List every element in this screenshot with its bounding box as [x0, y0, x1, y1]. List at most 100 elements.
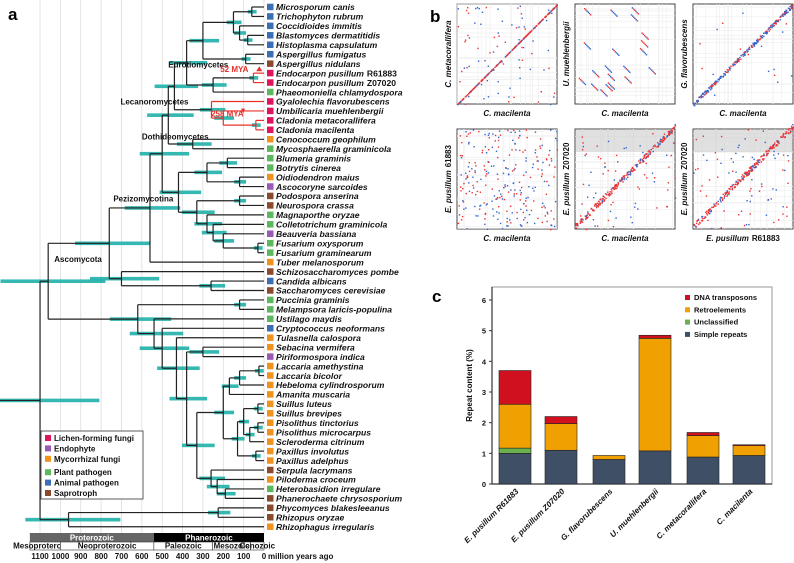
alignment-dot — [603, 199, 606, 201]
alignment-dot — [586, 44, 588, 47]
species-binomial: Scleroderma citrinum — [276, 437, 365, 447]
alignment-dot — [584, 83, 587, 86]
alignment-dot — [695, 138, 698, 141]
alignment-dot — [792, 123, 794, 126]
alignment-dot — [719, 198, 721, 200]
species-item: Endocarpon pusillum Z07020 — [267, 78, 396, 88]
species-name: Histoplasma capsulatum — [276, 40, 378, 50]
alignment-dot — [515, 193, 518, 195]
alignment-dot — [718, 78, 720, 80]
lifestyle-square-icon — [267, 438, 274, 445]
alignment-dot — [531, 52, 533, 55]
age-confidence-bar — [0, 279, 106, 284]
alignment-dot — [610, 84, 612, 87]
species-item: Botrytis cinerea — [267, 163, 341, 173]
alignment-dot — [787, 155, 789, 157]
alignment-dot — [757, 160, 759, 162]
alignment-dot — [601, 200, 603, 203]
alignment-dot — [550, 210, 552, 212]
alignment-dot — [672, 142, 675, 144]
alignment-dot — [693, 223, 695, 226]
y-tick-label: 4 — [482, 357, 487, 366]
alignment-dot — [737, 179, 739, 181]
alignment-dot — [792, 129, 794, 131]
lifestyle-square-icon — [267, 154, 274, 162]
alignment-dot — [715, 202, 718, 204]
species-binomial: Phanerochaete chrysosporium — [276, 494, 402, 504]
alignment-dot — [537, 101, 540, 103]
alignment-dot — [516, 217, 518, 220]
alignment-dot — [770, 145, 772, 148]
species-binomial: Laccaria amethystina — [276, 361, 364, 371]
species-item: Puccinia graminis — [267, 295, 350, 305]
alignment-dot — [715, 203, 717, 205]
alignment-dot — [771, 26, 773, 29]
lifestyle-square-icon — [267, 249, 274, 256]
alignment-dot — [717, 81, 719, 83]
alignment-dot — [787, 182, 789, 185]
alignment-dot — [516, 211, 518, 214]
species-item: Schizosaccharomyces pombe — [267, 267, 399, 277]
alignment-dot — [749, 167, 752, 170]
alignment-dot — [468, 95, 470, 98]
alignment-dot — [701, 67, 703, 70]
era-label: Mesozoic — [214, 542, 251, 551]
alignment-dot — [477, 83, 479, 86]
alignment-dot — [616, 15, 618, 17]
alignment-dot — [614, 185, 616, 188]
species-item: Pisolithus tinctorius — [267, 418, 359, 428]
bar-segment-dna-transposons — [686, 432, 720, 436]
lifestyle-square-icon — [267, 32, 274, 39]
alignment-dot — [602, 91, 605, 94]
alignment-dot — [771, 24, 774, 26]
alignment-dot — [522, 211, 525, 214]
divergence-annotation: 52 MYA — [220, 65, 248, 74]
time-tick-label: 1000 — [52, 552, 70, 561]
alignment-dot — [507, 129, 509, 132]
legend-swatch-icon — [45, 445, 51, 452]
lifestyle-square-icon — [267, 514, 274, 521]
alignment-dot — [709, 208, 711, 210]
alignment-dot — [728, 66, 731, 69]
alignment-dot — [501, 198, 504, 200]
alignment-dot — [495, 65, 497, 67]
alignment-dot — [702, 96, 704, 98]
time-tick-label: 800 — [94, 552, 108, 561]
dotplot-y-label: E. pusillumZ07020 — [680, 142, 689, 215]
alignment-dot — [633, 16, 635, 18]
alignment-dot — [525, 200, 527, 202]
age-confidence-bar — [214, 410, 235, 415]
alignment-dot — [506, 217, 508, 220]
species-name: Aspergillus nidulans — [275, 59, 361, 69]
age-confidence-bar — [169, 396, 208, 401]
alignment-dot — [553, 218, 555, 220]
lifestyle-square-icon — [267, 126, 274, 134]
alignment-dot — [674, 124, 676, 126]
alignment-dot — [756, 160, 758, 162]
alignment-dot — [714, 83, 717, 86]
alignment-dot — [513, 193, 515, 195]
alignment-dot — [650, 69, 653, 71]
alignment-dot — [597, 203, 600, 205]
alignment-dot — [702, 154, 705, 156]
alignment-dot — [784, 11, 786, 13]
alignment-dot — [601, 197, 603, 200]
alignment-dot — [701, 216, 703, 218]
alignment-dot — [513, 129, 515, 132]
alignment-dot — [582, 142, 584, 144]
alignment-dot — [627, 176, 629, 179]
alignment-dot — [773, 147, 775, 149]
alignment-dot — [790, 5, 793, 7]
alignment-dot — [669, 133, 671, 135]
alignment-dot — [604, 162, 606, 164]
alignment-dot — [607, 191, 609, 193]
alignment-dot — [494, 134, 497, 137]
alignment-dot — [699, 43, 701, 45]
alignment-dot — [612, 188, 614, 190]
alignment-dot — [614, 184, 617, 186]
alignment-dot — [647, 154, 649, 157]
alignment-dot — [735, 152, 737, 155]
alignment-dot — [743, 53, 745, 56]
alignment-dot — [729, 67, 732, 69]
alignment-dot — [755, 42, 757, 44]
